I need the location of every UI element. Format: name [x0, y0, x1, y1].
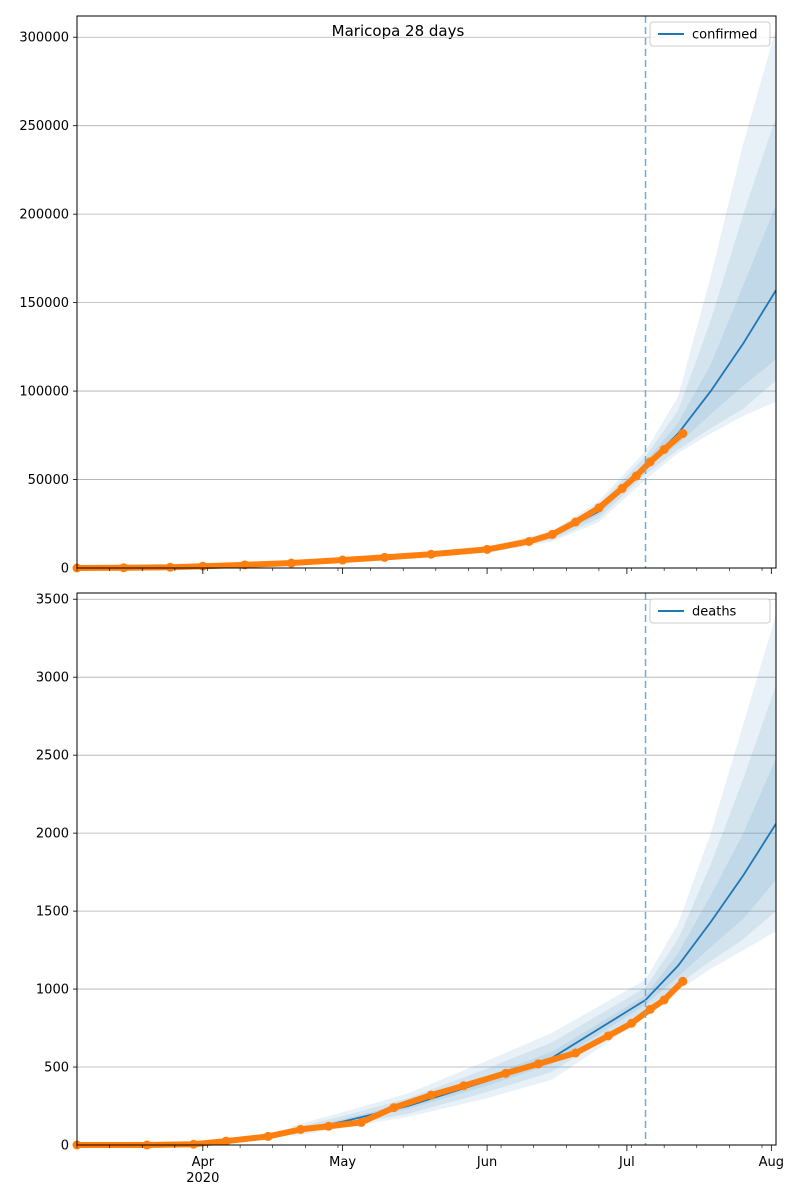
y-tick-label: 0	[61, 1139, 69, 1154]
legend-box	[649, 21, 771, 47]
observed-point	[645, 1004, 655, 1014]
observed-point	[338, 555, 348, 565]
x-tick-label: Apr	[192, 1155, 215, 1170]
x-tick-label: Aug	[759, 1155, 784, 1170]
observed-point	[459, 1081, 469, 1091]
legend-box	[649, 598, 771, 624]
y-tick-label: 50000	[28, 473, 69, 488]
observed-point	[324, 1121, 334, 1131]
forecast-band-0	[645, 758, 776, 1005]
observed-point	[482, 544, 492, 554]
x-tick-label: Jul	[618, 1155, 635, 1170]
y-tick-label: 1500	[36, 905, 69, 920]
observed-point	[356, 1117, 366, 1127]
observed-point	[296, 1124, 306, 1134]
forecast-band-1	[645, 116, 776, 475]
observed-point	[426, 1090, 436, 1100]
observed-point	[571, 517, 581, 527]
observed-point	[240, 560, 250, 570]
observed-point	[678, 976, 688, 986]
plot-frame	[76, 592, 777, 1146]
y-tick-label: 500	[44, 1061, 69, 1076]
observed-point	[524, 536, 534, 546]
x-tick-label: Jun	[476, 1155, 497, 1170]
y-tick-label: 1000	[36, 983, 69, 998]
observed-point	[617, 483, 627, 493]
forecast-band-2	[645, 28, 776, 480]
observed-point	[678, 429, 688, 439]
x-tick-label: May	[329, 1155, 356, 1170]
observed-trace	[74, 430, 686, 571]
forecast-band-2	[645, 614, 776, 1018]
hindcast-band-1	[291, 987, 646, 1135]
observed-point	[594, 503, 604, 513]
observed-point	[631, 471, 641, 481]
y-tick-label: 300000	[19, 31, 69, 46]
y-tick-label: 0	[61, 562, 69, 577]
chart-title: Maricopa 28 days	[332, 22, 465, 40]
observed-point	[426, 549, 436, 559]
observed-point	[221, 1136, 231, 1146]
observed-point	[627, 1018, 637, 1028]
observed-point	[571, 1048, 581, 1058]
observed-point	[286, 558, 296, 568]
observed-point	[501, 1068, 511, 1078]
hindcast-band-2	[291, 979, 646, 1137]
x-axis: Apr May Jun Jul Aug 2020	[186, 1155, 784, 1186]
y-tick-label: 2500	[36, 749, 69, 764]
observed-point	[659, 444, 669, 454]
y-tick-label: 2000	[36, 827, 69, 842]
y-tick-label: 3500	[36, 593, 69, 608]
observed-point	[603, 1031, 613, 1041]
observed-point	[659, 995, 669, 1005]
y-tick-label: 200000	[19, 208, 69, 223]
observed-point	[533, 1059, 543, 1069]
hindcast-band-0	[487, 461, 646, 552]
x-year-label: 2020	[186, 1171, 219, 1186]
hindcast-band-1	[487, 456, 646, 553]
forecast-band-0	[645, 205, 776, 469]
observed-point	[263, 1131, 273, 1141]
deaths-forecast-line	[644, 823, 777, 1001]
forecast-band-1	[645, 685, 776, 1011]
observed-point	[547, 529, 557, 539]
observed-point	[389, 1103, 399, 1113]
legend-label: deaths	[692, 605, 737, 620]
observed-point	[645, 457, 655, 467]
observed-point	[380, 552, 390, 562]
hindcast-band-2	[487, 451, 646, 553]
confirmed-panel: 0 50000 100000 150000 200000 250000 300000 conf…	[19, 15, 777, 577]
y-tick-label: 3000	[36, 671, 69, 686]
observed-point	[165, 562, 175, 572]
deaths-panel: 0 500 1000 1500 2000 2500 3000 3500 deaths	[36, 592, 777, 1154]
y-tick-label: 150000	[19, 296, 69, 311]
plot-frame	[76, 15, 777, 569]
legend-label: confirmed	[692, 28, 758, 43]
y-tick-label: 100000	[19, 385, 69, 400]
observed-point	[189, 1139, 198, 1149]
y-tick-label: 250000	[19, 119, 69, 134]
